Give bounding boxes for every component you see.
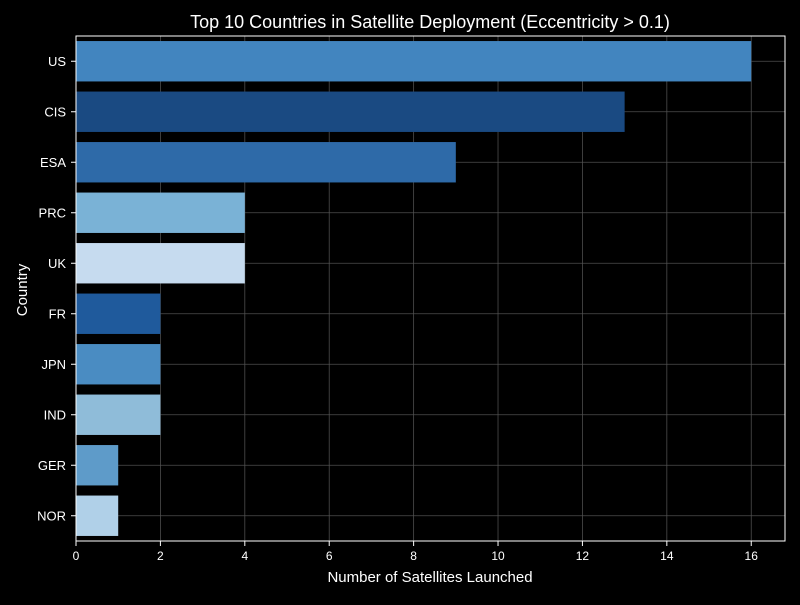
plot-frame [75, 35, 786, 542]
axes: 0 2 4 6 8 10 12 14 16 US CIS ESA PRC UK FR JPN IND GER NOR [37, 35, 786, 563]
bar-ger [76, 445, 119, 486]
y-tick-label: GER [38, 458, 66, 473]
bar-ind [76, 394, 161, 435]
y-tick-label: ESA [40, 155, 66, 170]
x-tick-label: 4 [241, 549, 248, 563]
y-tick-label: PRC [39, 205, 66, 220]
bar-us [76, 41, 752, 82]
x-tick-label: 14 [660, 549, 674, 563]
x-tick-label: 12 [576, 549, 590, 563]
y-tick-label: JPN [41, 357, 66, 372]
y-tick-label: US [48, 54, 66, 69]
y-tick-label: NOR [37, 508, 66, 523]
bar-nor [76, 495, 119, 536]
x-tick-label: 2 [157, 549, 164, 563]
x-tick-label: 0 [73, 549, 80, 563]
x-axis-label: Number of Satellites Launched [327, 569, 532, 586]
bar-jpn [76, 344, 161, 385]
chart-title: Top 10 Countries in Satellite Deployment… [190, 12, 670, 32]
y-tick-label: FR [49, 306, 66, 321]
bar-cis [76, 91, 625, 132]
x-tick-label: 8 [410, 549, 417, 563]
x-tick-label: 16 [745, 549, 759, 563]
bar-fr [76, 293, 161, 334]
y-tick-label: IND [44, 407, 66, 422]
bar-uk [76, 243, 245, 284]
y-axis-label: Country [14, 263, 31, 316]
y-tick-label: CIS [44, 104, 66, 119]
x-tick-label: 6 [326, 549, 333, 563]
y-tick-label: UK [48, 256, 66, 271]
bar-esa [76, 142, 456, 183]
x-tick-label: 10 [491, 549, 505, 563]
bars [76, 41, 752, 536]
bar-prc [76, 192, 245, 233]
